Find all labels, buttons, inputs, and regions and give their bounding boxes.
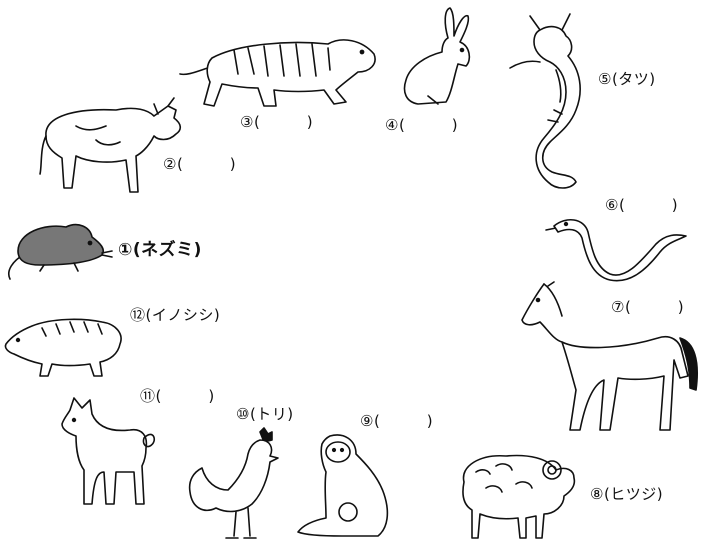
label-boar: ⑫(イノシシ) xyxy=(130,306,221,324)
rooster-illustration xyxy=(186,427,281,547)
label-rabbit: ④( ) xyxy=(385,116,459,134)
label-snake: ⑥( ) xyxy=(605,196,679,214)
label-monkey: ⑨( ) xyxy=(360,412,434,430)
rat-illustration xyxy=(4,213,114,287)
monkey-illustration xyxy=(292,432,397,546)
horse-illustration xyxy=(518,280,703,444)
label-rooster: ⑩(トリ) xyxy=(236,405,294,423)
rabbit-illustration xyxy=(398,6,488,110)
label-ox: ②( ) xyxy=(163,155,237,173)
label-tiger: ③( ) xyxy=(240,113,314,131)
dragon-illustration xyxy=(500,10,600,199)
boar-illustration xyxy=(2,314,127,388)
label-rat: ①(ネズミ) xyxy=(118,240,202,260)
label-sheep: ⑧(ヒツジ) xyxy=(590,485,664,503)
label-horse: ⑦( ) xyxy=(611,298,685,316)
label-dog: ⑪( ) xyxy=(140,387,215,405)
ox-illustration xyxy=(36,96,186,205)
snake-illustration xyxy=(544,208,690,287)
dog-illustration xyxy=(58,392,163,516)
label-dragon: ⑤(タツ) xyxy=(598,70,656,88)
sheep-illustration xyxy=(456,448,581,547)
tiger-illustration xyxy=(178,30,383,114)
